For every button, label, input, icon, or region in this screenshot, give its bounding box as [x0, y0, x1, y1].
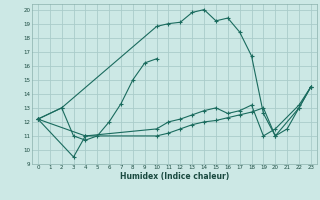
X-axis label: Humidex (Indice chaleur): Humidex (Indice chaleur)	[120, 172, 229, 181]
